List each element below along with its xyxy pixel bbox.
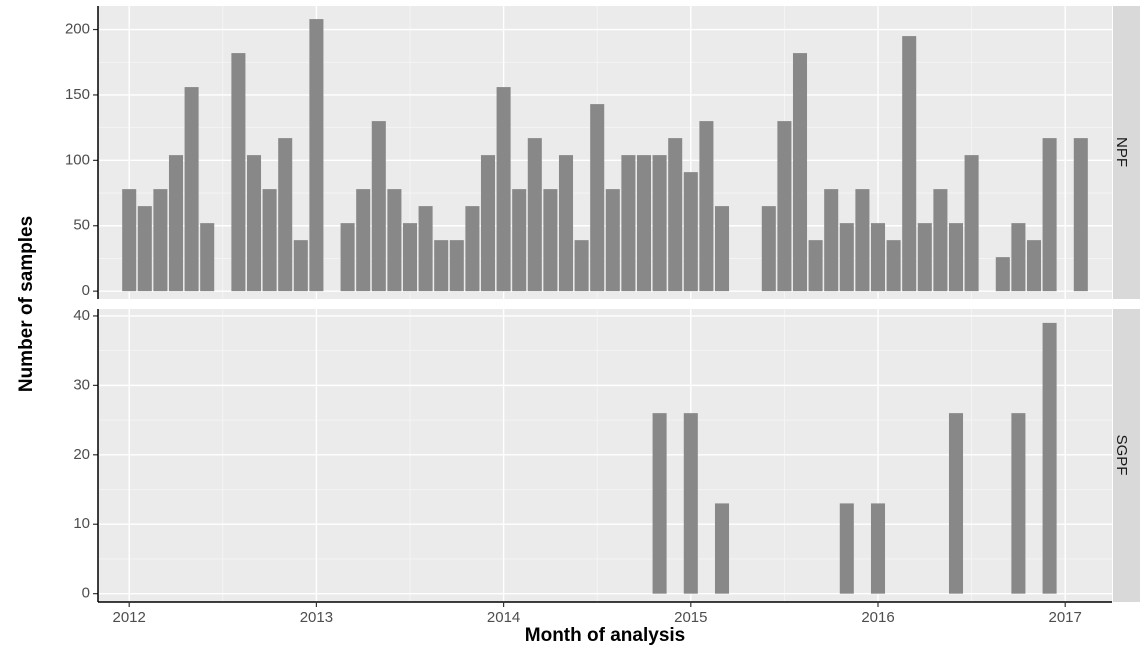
- bar-sgpf: [714, 503, 730, 594]
- bar-npf: [824, 189, 839, 292]
- strip-background-npf: [1113, 6, 1140, 299]
- x-tick-label: 2016: [861, 609, 894, 626]
- strip-background-sgpf: [1113, 309, 1140, 602]
- y-axis-ticks-sgpf: 0 10 20 30 40: [73, 307, 98, 602]
- panel-npf: 0 50 100 150 200 NPF: [65, 6, 1140, 299]
- bar-npf: [902, 36, 917, 292]
- y-tick-label-npf: 150: [65, 86, 90, 103]
- bar-npf: [699, 121, 714, 292]
- y-tick-label-sgpf: 20: [73, 446, 90, 463]
- y-tick-label-npf: 200: [65, 21, 90, 38]
- bar-npf: [527, 138, 542, 292]
- bar-npf: [964, 155, 979, 292]
- bar-sgpf: [870, 503, 886, 594]
- bar-npf: [1026, 240, 1042, 292]
- bar-npf: [278, 138, 293, 292]
- bar-npf: [777, 121, 792, 292]
- bar-sgpf: [839, 503, 854, 594]
- bar-npf: [668, 138, 683, 292]
- x-tick-label: 2017: [1049, 609, 1082, 626]
- x-axis-ticks: 2012 2013 2014 2015 2016 2017: [113, 602, 1082, 626]
- y-tick-label-sgpf: 0: [82, 585, 90, 602]
- bar-npf: [1073, 138, 1088, 292]
- bar-npf: [933, 189, 948, 292]
- bar-npf: [465, 206, 480, 292]
- bar-npf: [293, 240, 308, 292]
- strip-label-sgpf: SGPF: [1113, 435, 1130, 476]
- y-tick-label-sgpf: 10: [73, 515, 90, 532]
- bar-npf: [1011, 223, 1026, 292]
- bar-npf: [496, 87, 511, 292]
- strip-label-npf: NPF: [1113, 137, 1130, 167]
- bar-sgpf: [1042, 322, 1057, 594]
- bar-npf: [184, 87, 199, 292]
- y-axis-title: Number of samples: [16, 216, 37, 392]
- bar-npf: [761, 206, 776, 292]
- bar-npf: [839, 223, 854, 292]
- x-axis-title: Month of analysis: [525, 625, 685, 646]
- bar-npf: [512, 189, 527, 292]
- bar-npf: [200, 223, 215, 292]
- gridlines-sgpf: [98, 309, 1112, 602]
- bar-sgpf: [1011, 413, 1026, 594]
- bar-npf: [402, 223, 418, 292]
- bar-npf: [340, 223, 355, 292]
- bar-npf: [714, 206, 730, 292]
- bar-npf: [434, 240, 449, 292]
- bar-npf: [262, 189, 277, 292]
- bar-npf: [995, 257, 1010, 292]
- bar-npf: [855, 189, 870, 292]
- bar-npf: [558, 155, 574, 292]
- bar-npf: [574, 240, 589, 292]
- bar-npf: [153, 189, 168, 292]
- bar-npf: [917, 223, 932, 292]
- bar-sgpf: [652, 413, 667, 594]
- y-tick-label-npf: 0: [82, 282, 90, 299]
- bar-npf: [1042, 138, 1057, 292]
- bar-npf: [652, 155, 667, 292]
- bar-npf: [792, 53, 808, 292]
- bar-npf: [886, 240, 901, 292]
- bar-npf: [246, 155, 262, 292]
- bar-npf: [356, 189, 371, 292]
- bar-npf: [168, 155, 184, 292]
- bar-npf: [231, 53, 246, 292]
- bar-npf: [948, 223, 964, 292]
- y-axis-ticks-npf: 0 50 100 150 200: [65, 21, 98, 299]
- x-tick-label: 2015: [674, 609, 707, 626]
- bar-npf: [621, 155, 636, 292]
- y-tick-label-npf: 100: [65, 151, 90, 168]
- x-tick-label: 2014: [487, 609, 520, 626]
- bar-npf: [480, 155, 496, 292]
- y-tick-label-sgpf: 30: [73, 376, 90, 393]
- bar-npf: [371, 121, 386, 292]
- bar-sgpf: [948, 413, 964, 594]
- x-tick-label: 2012: [113, 609, 146, 626]
- bar-npf: [808, 240, 823, 292]
- bars-npf: [122, 19, 1088, 292]
- bar-npf: [309, 19, 324, 292]
- x-tick-label: 2013: [300, 609, 333, 626]
- bar-npf: [636, 155, 652, 292]
- bar-npf: [870, 223, 886, 292]
- bars-sgpf: [652, 322, 1057, 594]
- bar-sgpf: [683, 413, 698, 594]
- bar-npf: [122, 189, 137, 292]
- bar-npf: [605, 189, 620, 292]
- bar-npf: [590, 104, 605, 292]
- bar-npf: [449, 240, 464, 292]
- bar-npf: [137, 206, 152, 292]
- bar-npf: [543, 189, 558, 292]
- bar-npf: [387, 189, 402, 292]
- y-tick-label-npf: 50: [73, 217, 90, 234]
- panel-sgpf: 0 10 20 30 40 SGPF: [73, 307, 1140, 602]
- y-tick-label-sgpf: 40: [73, 307, 90, 324]
- bar-npf: [683, 172, 698, 292]
- bar-npf: [418, 206, 433, 292]
